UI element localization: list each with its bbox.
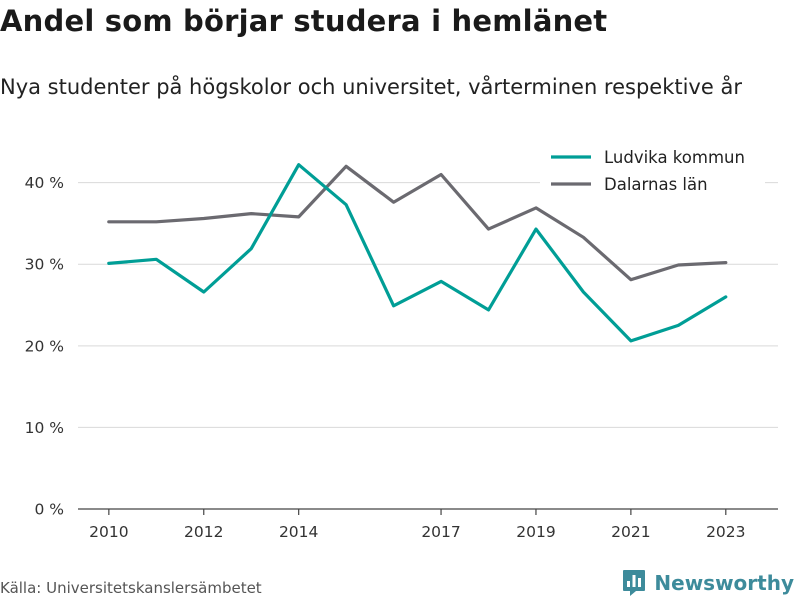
x-tick-label: 2012	[184, 523, 223, 541]
x-tick-label: 2010	[89, 523, 128, 541]
x-tick-label: 2021	[611, 523, 650, 541]
newsworthy-logo-icon	[623, 570, 646, 596]
x-tick-label: 2014	[279, 523, 318, 541]
x-tick-label: 2023	[706, 523, 745, 541]
y-tick-label: 20 %	[25, 337, 64, 355]
x-tick-label: 2017	[421, 523, 460, 541]
series-line-1	[107, 164, 728, 282]
legend-label-1: Dalarnas län	[604, 175, 708, 194]
brand-logo: Newsworthy	[622, 568, 794, 598]
legend-label-0: Ludvika kommun	[604, 148, 745, 167]
x-tick-label: 2019	[516, 523, 555, 541]
y-tick-label: 10 %	[25, 419, 64, 437]
source-note: Källa: Universitetskanslersämbetet	[0, 579, 262, 597]
legend: Ludvika kommun Dalarnas län	[540, 140, 765, 196]
series-lines	[107, 163, 728, 343]
chart-subtitle: Nya studenter på högskolor och universit…	[0, 75, 742, 99]
legend-background	[540, 140, 765, 196]
brand-name: Newsworthy	[654, 571, 794, 595]
y-axis-ticks: 0 % 10 % 20 % 30 % 40 %	[25, 174, 64, 518]
series-line-0	[107, 163, 728, 343]
y-tick-label: 30 %	[25, 256, 64, 274]
y-tick-label: 40 %	[25, 174, 64, 192]
chart-title: Andel som börjar studera i hemlänet	[0, 4, 608, 38]
y-tick-label: 0 %	[34, 501, 64, 519]
x-axis-ticks: 2010 2012 2014 2017 2019 2021 2023	[89, 509, 746, 541]
